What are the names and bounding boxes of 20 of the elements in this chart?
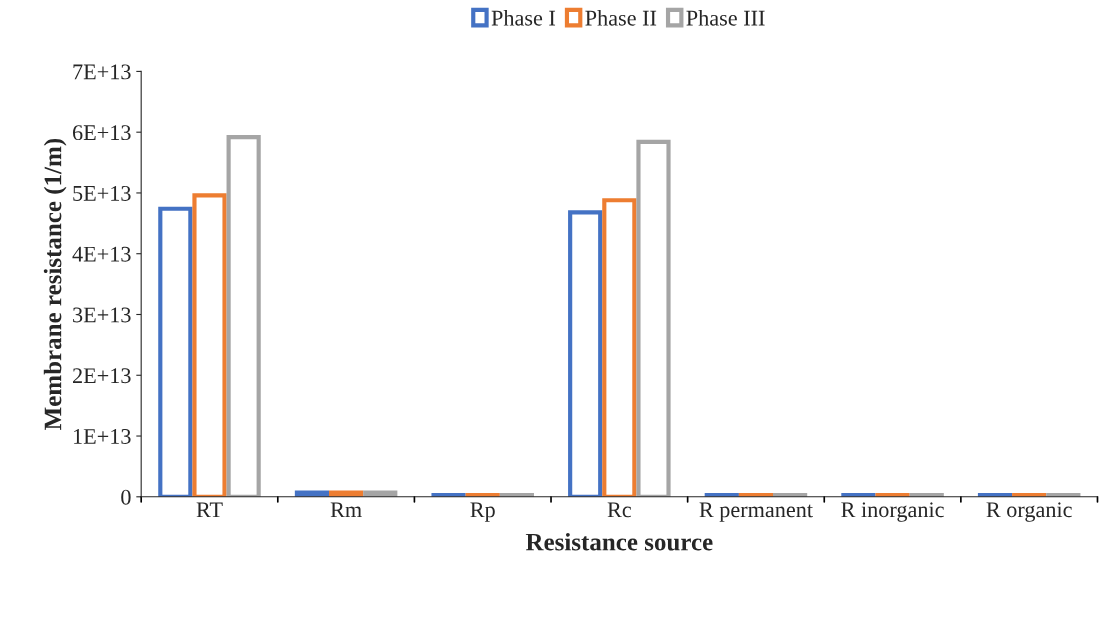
x-tick-label: Rc [607,502,631,518]
y-tick-label: 1E+13 [73,429,131,444]
y-tick-label: 3E+13 [73,307,131,323]
x-axis-title: Resistance source [525,532,713,551]
y-tick-label: 7E+13 [73,64,131,80]
y-tick-label: 4E+13 [72,246,131,262]
y-tick-label: 2E+13 [73,368,131,384]
x-tick-label: Rm [330,502,362,518]
legend-label: Phase II [585,9,657,26]
y-tick-label: 6E+13 [72,125,131,141]
legend-label: Phase III [686,9,765,26]
y-tick-label: 5E+13 [73,185,131,201]
x-tick-label: RT [196,502,223,518]
legend-label: Phase I [491,9,556,26]
x-tick-label: R permanent [699,502,813,522]
x-tick-label: R inorganic [841,502,944,522]
x-tick-label: R organic [986,502,1072,522]
y-axis-title: Membrane resistance (1/m) [43,138,67,430]
y-tick-label: 0 [121,489,131,505]
x-tick-label: Rp [470,502,495,522]
